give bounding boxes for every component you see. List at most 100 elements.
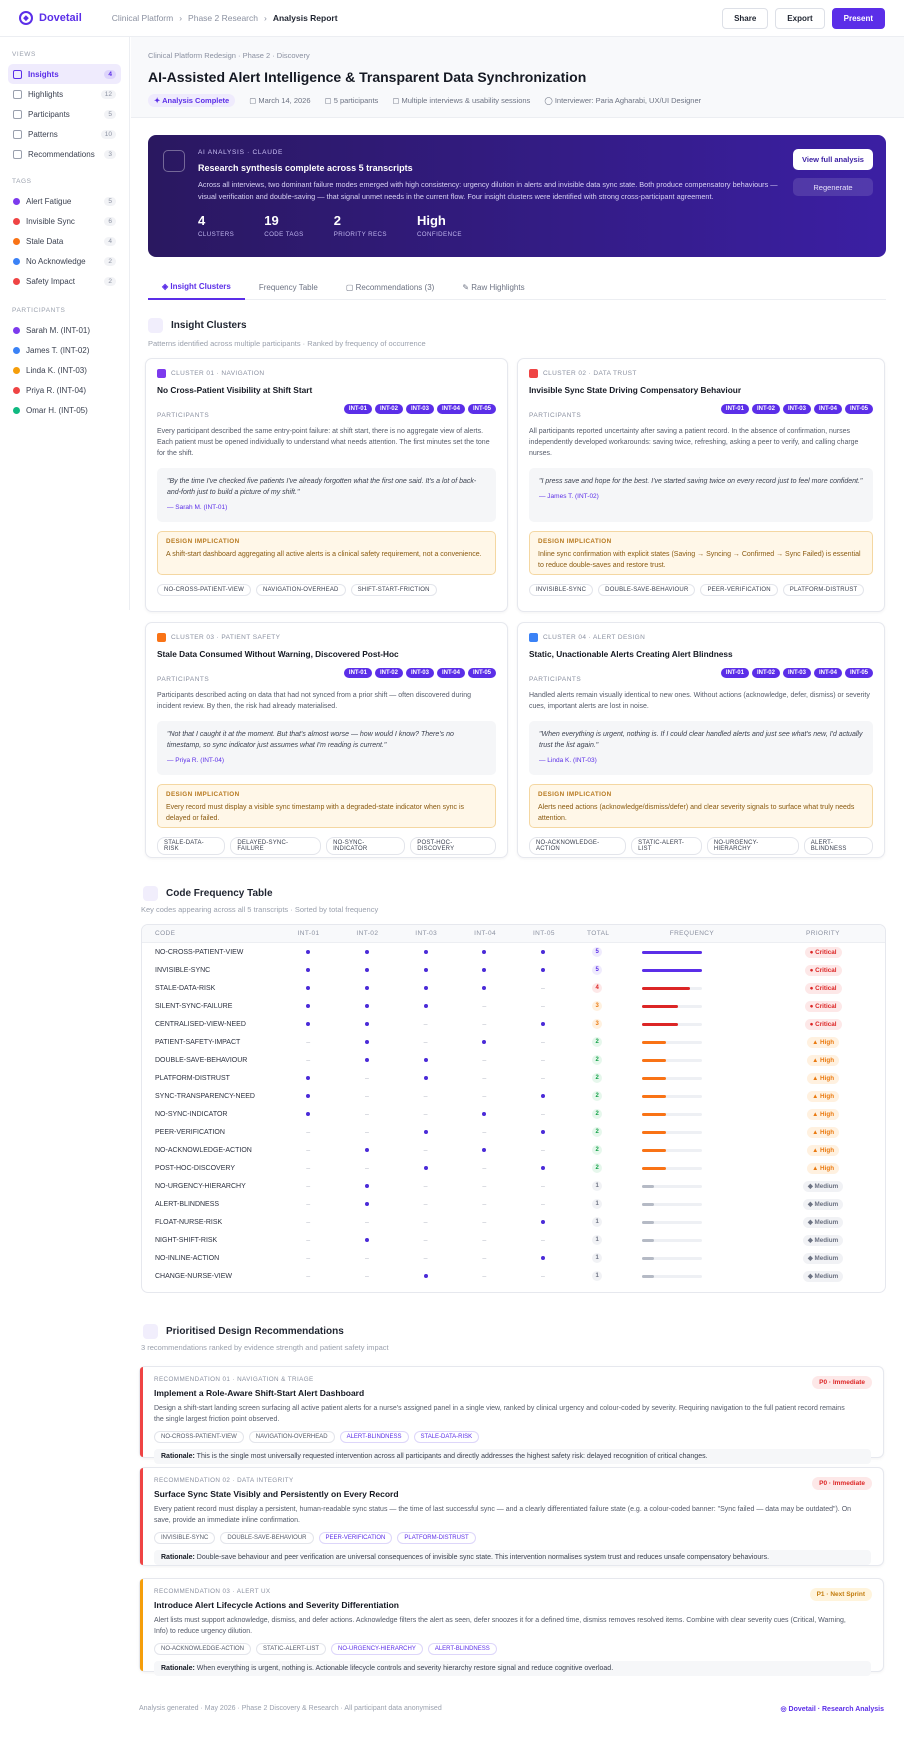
code-chip[interactable]: NO-CROSS-PATIENT-VIEW	[154, 1431, 244, 1443]
code-chip[interactable]: ALERT-BLINDNESS	[427, 1643, 497, 1655]
sidebar-tag[interactable]: No Acknowledge 2	[8, 251, 121, 271]
participant-pill[interactable]: INT-03	[782, 668, 811, 678]
sidebar-participant[interactable]: Priya R. (INT-04)	[8, 380, 121, 400]
code-chip[interactable]: STALE-DATA-RISK	[413, 1431, 480, 1443]
participant-pill[interactable]: INT-01	[720, 668, 749, 678]
tab-raw-highlights[interactable]: ✎ Raw Highlights	[462, 282, 525, 292]
code-chip[interactable]: DOUBLE-SAVE-BEHAVIOUR	[220, 1532, 314, 1544]
recommendation-card[interactable]: RECOMMENDATION 01 · NAVIGATION & TRIAGE I…	[139, 1366, 884, 1464]
code-chip[interactable]: DELAYED-SYNC-FAILURE	[230, 837, 322, 855]
table-row[interactable]: NO-ACKNOWLEDGE-ACTION – – – 2 ▲ High	[142, 1141, 885, 1159]
code-chip[interactable]: INVISIBLE-SYNC	[154, 1532, 216, 1544]
table-row[interactable]: NO-INLINE-ACTION – – – – 1 ◆ Medium	[142, 1249, 885, 1267]
table-row[interactable]: SYNC-TRANSPARENCY-NEED – – – 2 ▲ High	[142, 1087, 885, 1105]
recommendation-card[interactable]: RECOMMENDATION 02 · DATA INTEGRITY Surfac…	[139, 1467, 884, 1566]
sidebar-item-patterns[interactable]: Patterns 10	[8, 124, 121, 144]
code-chip[interactable]: POST-HOC-DISCOVERY	[410, 837, 496, 855]
breadcrumb-item[interactable]: Clinical Platform	[111, 13, 174, 23]
table-row[interactable]: PEER-VERIFICATION – – – 2 ▲ High	[142, 1123, 885, 1141]
quote-attribution[interactable]: — Priya R. (INT-04)	[167, 757, 225, 764]
tab-insight-clusters[interactable]: ◈ Insight Clusters	[148, 274, 245, 300]
participant-pill[interactable]: INT-02	[751, 668, 780, 678]
code-chip[interactable]: NAVIGATION-OVERHEAD	[248, 1431, 335, 1443]
participant-pill[interactable]: INT-01	[720, 404, 749, 414]
table-row[interactable]: SILENT-SYNC-FAILURE – – 3 ● Critical	[142, 997, 885, 1015]
regenerate-button[interactable]: Regenerate	[793, 178, 873, 196]
table-row[interactable]: PATIENT-SAFETY-IMPACT – – – 2 ▲ High	[142, 1033, 885, 1051]
participant-pill[interactable]: INT-02	[374, 404, 403, 414]
insight-cluster-card[interactable]: CLUSTER 04 · ALERT DESIGN Static, Unactio…	[517, 622, 885, 858]
table-row[interactable]: PLATFORM-DISTRUST – – – 2 ▲ High	[142, 1069, 885, 1087]
sidebar-participant[interactable]: Sarah M. (INT-01)	[8, 320, 121, 340]
participant-pill[interactable]: INT-04	[436, 668, 465, 678]
table-row[interactable]: INVISIBLE-SYNC 5 ● Critical	[142, 961, 885, 979]
sidebar-tag[interactable]: Safety Impact 2	[8, 271, 121, 291]
participant-pill[interactable]: INT-05	[467, 668, 496, 678]
sidebar-item-highlights[interactable]: Highlights 12	[8, 84, 121, 104]
participant-pill[interactable]: INT-05	[844, 404, 873, 414]
sidebar-tag[interactable]: Invisible Sync 6	[8, 211, 121, 231]
table-row[interactable]: ALERT-BLINDNESS – – – – 1 ◆ Medium	[142, 1195, 885, 1213]
code-chip[interactable]: PEER-VERIFICATION	[700, 584, 778, 596]
sidebar-participant[interactable]: Linda K. (INT-03)	[8, 360, 121, 380]
code-chip[interactable]: STATIC-ALERT-LIST	[631, 837, 702, 855]
participant-pill[interactable]: INT-03	[782, 404, 811, 414]
code-chip[interactable]: PEER-VERIFICATION	[318, 1532, 393, 1544]
sidebar-item-participants[interactable]: Participants 5	[8, 104, 121, 124]
quote-attribution[interactable]: — Sarah M. (INT-01)	[167, 504, 228, 511]
tab-recommendations[interactable]: ▢ Recommendations (3)	[345, 282, 435, 292]
participant-pill[interactable]: INT-03	[405, 668, 434, 678]
code-chip[interactable]: PLATFORM-DISTRUST	[782, 584, 865, 596]
code-chip[interactable]: STATIC-ALERT-LIST	[256, 1643, 327, 1655]
code-chip[interactable]: NO-ACKNOWLEDGE-ACTION	[154, 1643, 252, 1655]
export-button[interactable]: Export	[775, 7, 825, 29]
code-chip[interactable]: NAVIGATION-OVERHEAD	[255, 584, 346, 596]
table-row[interactable]: FLOAT-NURSE-RISK – – – – 1 ◆ Medium	[142, 1213, 885, 1231]
insight-cluster-card[interactable]: CLUSTER 03 · PATIENT SAFETY Stale Data Co…	[145, 622, 508, 858]
quote-attribution[interactable]: — Linda K. (INT-03)	[539, 757, 597, 764]
sidebar-participant[interactable]: James T. (INT-02)	[8, 340, 121, 360]
present-button[interactable]: Present	[831, 7, 885, 29]
participant-pill[interactable]: INT-04	[813, 404, 842, 414]
participant-pill[interactable]: INT-01	[343, 668, 372, 678]
view-full-analysis-button[interactable]: View full analysis	[793, 149, 873, 170]
table-row[interactable]: NO-SYNC-INDICATOR – – – 2 ▲ High	[142, 1105, 885, 1123]
sidebar-item-insights[interactable]: Insights 4	[8, 64, 121, 84]
code-chip[interactable]: NO-URGENCY-HIERARCHY	[331, 1643, 423, 1655]
table-row[interactable]: CHANGE-NURSE-VIEW – – – – 1 ◆ Medium	[142, 1267, 885, 1285]
participant-pill[interactable]: INT-05	[467, 404, 496, 414]
quote-attribution[interactable]: — James T. (INT-02)	[539, 493, 599, 500]
code-chip[interactable]: STALE-DATA-RISK	[157, 837, 226, 855]
recommendation-card[interactable]: RECOMMENDATION 03 · ALERT UX Introduce Al…	[139, 1578, 884, 1676]
share-button[interactable]: Share	[722, 7, 769, 29]
insight-cluster-card[interactable]: CLUSTER 02 · DATA TRUST Invisible Sync St…	[517, 358, 885, 612]
participant-pill[interactable]: INT-02	[374, 668, 403, 678]
app-logo[interactable]: ◆ Dovetail	[19, 11, 82, 25]
sidebar-tag[interactable]: Alert Fatigue 5	[8, 191, 121, 211]
participant-pill[interactable]: INT-05	[844, 668, 873, 678]
participant-pill[interactable]: INT-04	[436, 404, 465, 414]
table-row[interactable]: DOUBLE-SAVE-BEHAVIOUR – – – 2 ▲ High	[142, 1051, 885, 1069]
code-chip[interactable]: NO-URGENCY-HIERARCHY	[706, 837, 799, 855]
table-row[interactable]: NIGHT-SHIFT-RISK – – – – 1 ◆ Medium	[142, 1231, 885, 1249]
code-chip[interactable]: PLATFORM-DISTRUST	[397, 1532, 476, 1544]
code-chip[interactable]: NO-SYNC-INDICATOR	[326, 837, 406, 855]
participant-pill[interactable]: INT-02	[751, 404, 780, 414]
code-chip[interactable]: ALERT-BLINDNESS	[803, 837, 874, 855]
participant-pill[interactable]: INT-04	[813, 668, 842, 678]
tab-frequency-table[interactable]: Frequency Table	[258, 282, 318, 292]
code-chip[interactable]: INVISIBLE-SYNC	[529, 584, 594, 596]
code-chip[interactable]: DOUBLE-SAVE-BEHAVIOUR	[598, 584, 696, 596]
table-row[interactable]: STALE-DATA-RISK – 4 ● Critical	[142, 979, 885, 997]
table-row[interactable]: CENTRALISED-VIEW-NEED – – 3 ● Critical	[142, 1015, 885, 1033]
table-row[interactable]: NO-URGENCY-HIERARCHY – – – – 1 ◆ Medium	[142, 1177, 885, 1195]
code-chip[interactable]: NO-CROSS-PATIENT-VIEW	[157, 584, 251, 596]
code-chip[interactable]: ALERT-BLINDNESS	[339, 1431, 409, 1443]
footer-brand[interactable]: ◎ Dovetail · Research Analysis	[780, 1706, 884, 1713]
code-chip[interactable]: NO-ACKNOWLEDGE-ACTION	[529, 837, 627, 855]
breadcrumb-item[interactable]: Phase 2 Research	[188, 13, 258, 23]
table-row[interactable]: POST-HOC-DISCOVERY – – – 2 ▲ High	[142, 1159, 885, 1177]
table-row[interactable]: NO-CROSS-PATIENT-VIEW 5 ● Critical	[142, 943, 885, 961]
sidebar-item-recommendations[interactable]: Recommendations 3	[8, 144, 121, 164]
insight-cluster-card[interactable]: CLUSTER 01 · NAVIGATION No Cross-Patient …	[145, 358, 508, 612]
